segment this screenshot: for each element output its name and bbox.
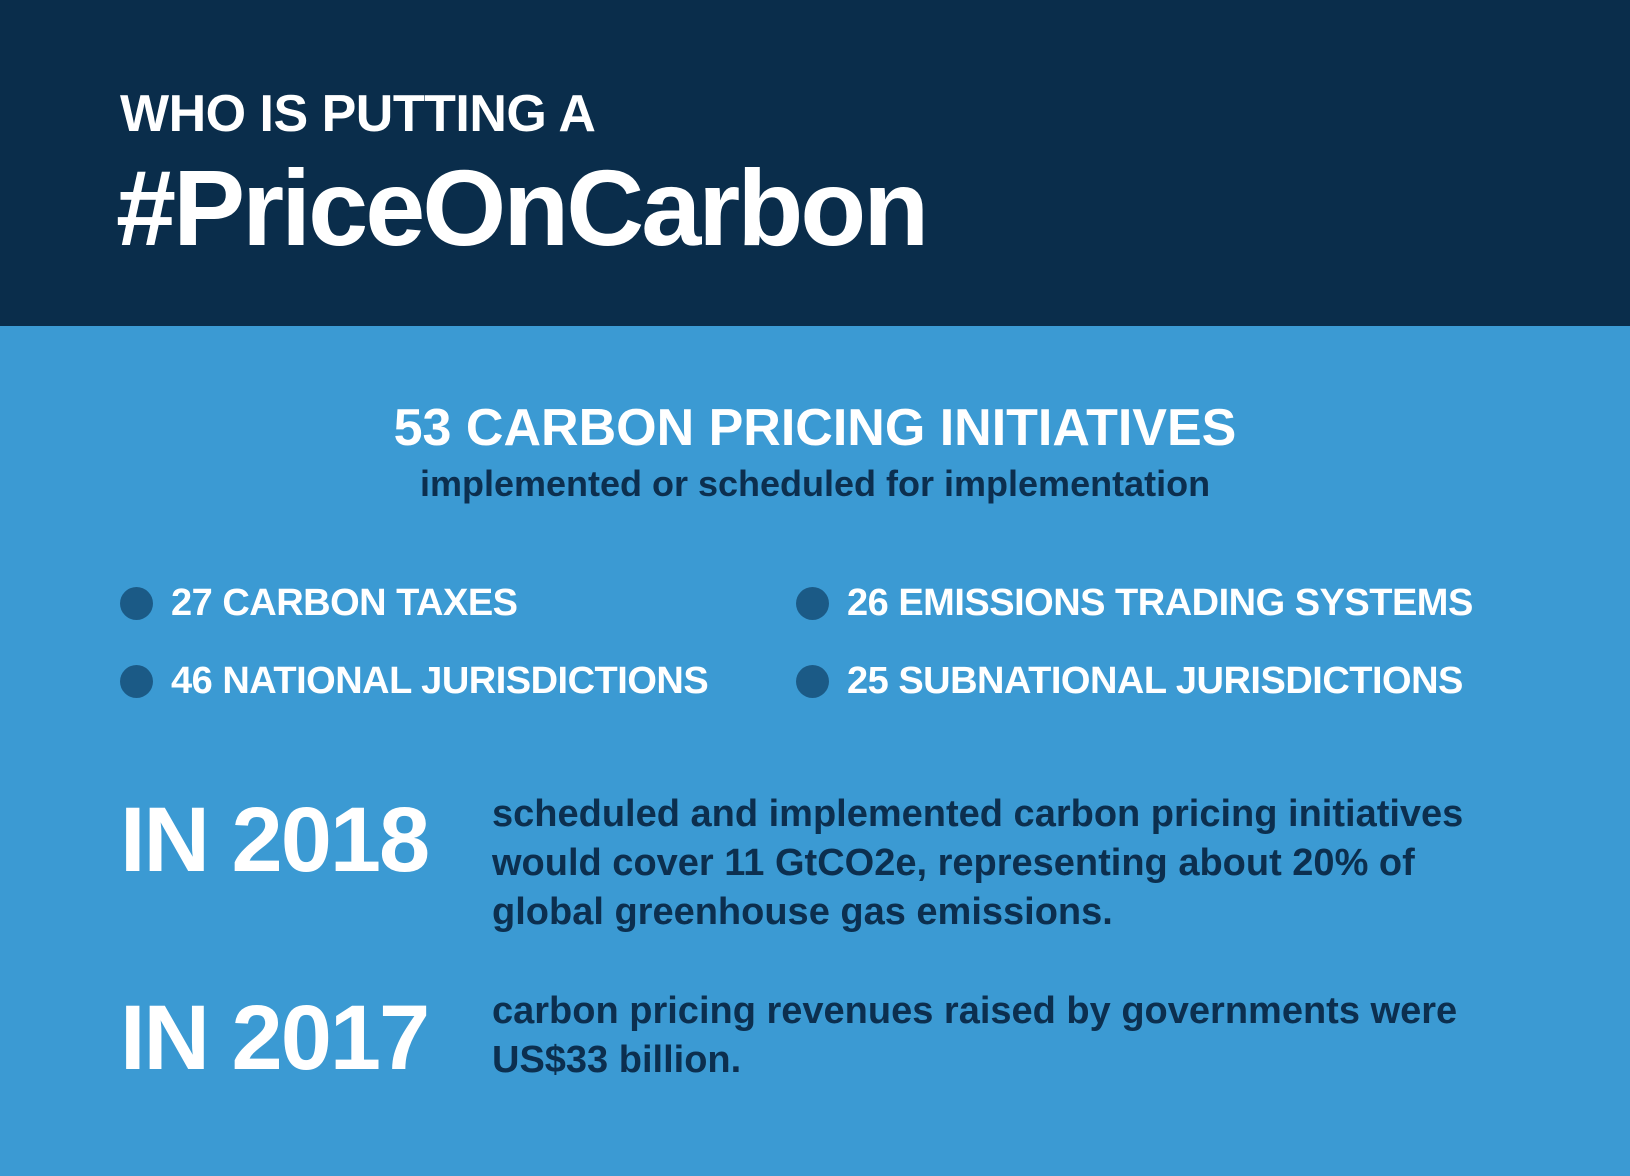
bullet-dot-icon bbox=[120, 586, 153, 620]
bullet-dot-icon bbox=[796, 586, 829, 620]
stat-label: 27 CARBON TAXES bbox=[171, 582, 518, 624]
fact-year-2018: IN 2018 bbox=[120, 789, 430, 891]
stat-subnational-jurisdictions: 25 SUBNATIONAL JURISDICTIONS bbox=[796, 658, 1463, 704]
fact-text-2018: scheduled and implemented carbon pricing… bbox=[492, 793, 1464, 933]
stat-label: 26 EMISSIONS TRADING SYSTEMS bbox=[847, 582, 1473, 624]
fact-text-2017: carbon pricing revenues raised by govern… bbox=[492, 990, 1458, 1081]
stat-label: 46 NATIONAL JURISDICTIONS bbox=[171, 660, 709, 702]
summary-headline: 53 CARBON PRICING INITIATIVES bbox=[393, 399, 1237, 457]
header-banner: WHO IS PUTTING A #PriceOnCarbon bbox=[0, 0, 1630, 326]
bullet-dot-icon bbox=[120, 664, 153, 698]
header-hashtag: #PriceOnCarbon bbox=[116, 147, 929, 268]
bullet-dot-icon bbox=[796, 664, 829, 698]
stat-emissions-trading: 26 EMISSIONS TRADING SYSTEMS bbox=[796, 580, 1473, 626]
summary-subheadline: implemented or scheduled for implementat… bbox=[419, 463, 1211, 504]
header-kicker: WHO IS PUTTING A bbox=[120, 85, 596, 143]
main-panel bbox=[0, 326, 1630, 1176]
fact-year-2017: IN 2017 bbox=[120, 987, 430, 1089]
stat-carbon-taxes: 27 CARBON TAXES bbox=[120, 580, 518, 626]
stat-national-jurisdictions: 46 NATIONAL JURISDICTIONS bbox=[120, 658, 709, 704]
stat-label: 25 SUBNATIONAL JURISDICTIONS bbox=[847, 660, 1463, 702]
